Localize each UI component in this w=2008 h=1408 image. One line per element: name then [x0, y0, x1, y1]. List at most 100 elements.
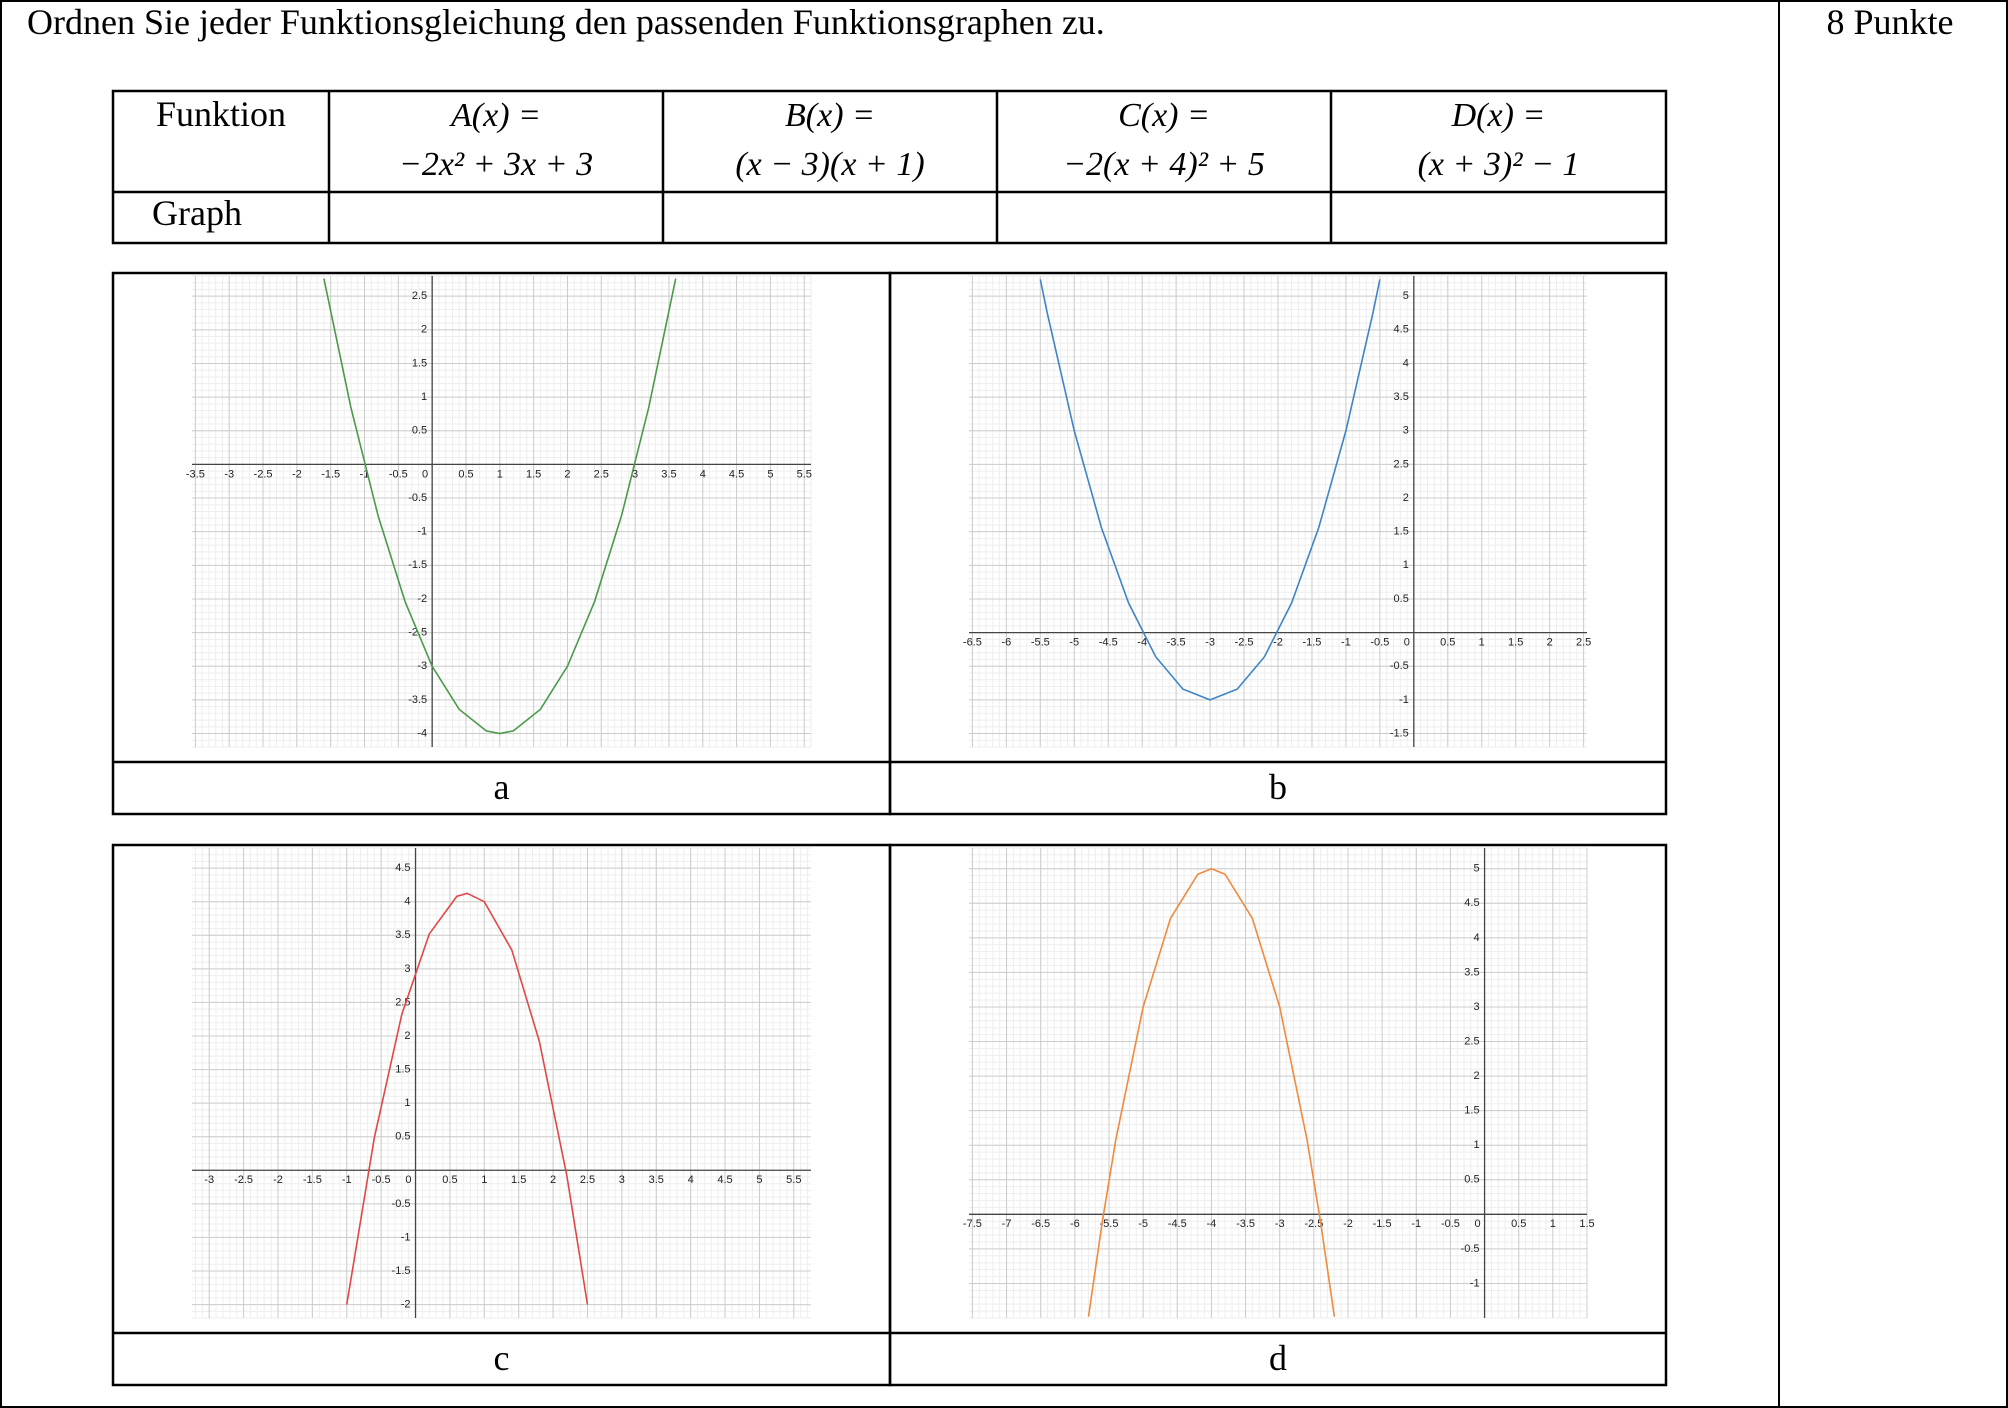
y-tick-label: -4 [417, 727, 427, 739]
x-tick-label: 1 [497, 468, 503, 480]
x-tick-label: 3 [619, 1174, 625, 1186]
y-tick-label: -0.5 [392, 1198, 411, 1210]
x-tick-label: -5.5 [1031, 637, 1050, 649]
x-tick-label: 3 [632, 468, 638, 480]
function-expression: (x + 3)² − 1 [1418, 146, 1580, 183]
x-tick-label: -0.5 [1441, 1218, 1460, 1230]
y-tick-label: 2 [421, 324, 427, 336]
row-header: Funktion [156, 94, 286, 134]
x-tick-label: 5 [756, 1174, 762, 1186]
x-tick-label: -2 [292, 468, 302, 480]
curve [1039, 279, 1381, 701]
x-tick-label: 0 [1404, 637, 1410, 649]
y-tick-label: 5 [1473, 863, 1479, 875]
y-tick-label: 1 [1473, 1139, 1479, 1151]
y-tick-label: 3.5 [1464, 966, 1479, 978]
x-tick-label: -3.5 [186, 468, 205, 480]
x-tick-label: -1 [360, 468, 370, 480]
x-tick-label: 1 [481, 1174, 487, 1186]
y-tick-label: 2.5 [395, 996, 410, 1008]
y-tick-label: 0.5 [412, 425, 427, 437]
y-tick-label: 1.5 [1394, 526, 1409, 538]
x-tick-label: -2.5 [1304, 1218, 1323, 1230]
x-tick-label: 1.5 [511, 1174, 526, 1186]
y-tick-label: 2 [1403, 492, 1409, 504]
x-tick-label: -6.5 [963, 637, 982, 649]
graph-cell [888, 271, 1668, 816]
x-tick-label: 4.5 [717, 1174, 732, 1186]
x-tick-label: -5 [1069, 637, 1079, 649]
x-tick-label: 2.5 [1576, 637, 1591, 649]
x-tick-label: 0 [1474, 1218, 1480, 1230]
y-tick-label: 4 [1403, 357, 1409, 369]
y-tick-label: -2 [417, 593, 427, 605]
graph-label: c [494, 1338, 510, 1378]
x-tick-label: -1 [342, 1174, 352, 1186]
x-tick-label: 2 [550, 1174, 556, 1186]
x-tick-label: -2.5 [254, 468, 273, 480]
x-tick-label: 4.5 [729, 468, 744, 480]
graph-label: b [1269, 767, 1287, 807]
x-tick-label: 0.5 [458, 468, 473, 480]
y-tick-label: 2 [404, 1030, 410, 1042]
x-tick-label: 5.5 [797, 468, 812, 480]
row-header: Graph [152, 193, 242, 233]
y-tick-label: -1.5 [392, 1265, 411, 1277]
y-tick-label: -1 [417, 526, 427, 538]
x-tick-label: 4 [700, 468, 706, 480]
x-tick-label: -4 [1137, 637, 1147, 649]
x-tick-label: -1.5 [1373, 1218, 1392, 1230]
plot: -3 -2.5 -2 -1.5 -1 -0.5 0 0.5 1 1.5 2 2.5 3 3.5 4 4.5 5 5… [192, 847, 811, 1319]
y-tick-label: 1 [1403, 559, 1409, 571]
x-tick-label: -7 [1002, 1218, 1012, 1230]
x-tick-label: -1 [1411, 1218, 1421, 1230]
x-tick-label: -7.5 [963, 1218, 982, 1230]
y-tick-label: 2.5 [1464, 1035, 1479, 1047]
graph-label: d [1269, 1338, 1287, 1378]
curve [323, 278, 677, 735]
y-tick-label: 1.5 [395, 1063, 410, 1075]
x-tick-label: 4 [688, 1174, 694, 1186]
y-tick-label: -0.5 [1461, 1243, 1480, 1255]
x-tick-label: -3 [204, 1174, 214, 1186]
x-tick-label: -6.5 [1031, 1218, 1050, 1230]
x-tick-label: -2 [1273, 637, 1283, 649]
x-tick-label: -1.5 [303, 1174, 322, 1186]
x-tick-label: 3.5 [661, 468, 676, 480]
function-name: A(x) = [449, 97, 541, 134]
y-tick-label: 0.5 [1464, 1174, 1479, 1186]
x-tick-label: -0.5 [1370, 637, 1389, 649]
x-tick-label: 0.5 [442, 1174, 457, 1186]
x-tick-label: 2.5 [580, 1174, 595, 1186]
x-tick-label: -2 [1343, 1218, 1353, 1230]
function-name: D(x) = [1451, 97, 1546, 134]
x-tick-label: -1 [1341, 637, 1351, 649]
y-tick-label: 0.5 [395, 1131, 410, 1143]
x-tick-label: -5.5 [1100, 1218, 1119, 1230]
curve [1087, 867, 1336, 1317]
x-tick-label: -5 [1138, 1218, 1148, 1230]
plot: -7.5 -7 -6.5 -6 -5.5 -5 -4.5 -4 -3.5 -3 -2.5 -2 -1.5… [963, 847, 1595, 1319]
instruction: Ordnen Sie jeder Funktionsgleichung den … [27, 2, 1105, 42]
x-tick-label: -3 [1205, 637, 1215, 649]
x-tick-label: 1.5 [526, 468, 541, 480]
function-expression: (x − 3)(x + 1) [735, 146, 924, 183]
y-tick-label: 4.5 [1394, 324, 1409, 336]
y-tick-label: 4 [1473, 932, 1479, 944]
plot: -6.5 -6 -5.5 -5 -4.5 -4 -3.5 -3 -2.5 -2 -1.5 -1 -0.5… [963, 275, 1591, 748]
x-tick-label: -0.5 [372, 1174, 391, 1186]
function-name: B(x) = [785, 97, 875, 134]
y-tick-label: -1 [1470, 1277, 1480, 1289]
x-tick-label: -3 [224, 468, 234, 480]
x-tick-label: 0 [422, 468, 428, 480]
x-tick-label: -1.5 [1302, 637, 1321, 649]
y-tick-label: 3 [1473, 1001, 1479, 1013]
x-tick-label: 0.5 [1440, 637, 1455, 649]
plot: -3.5 -3 -2.5 -2 -1.5 -1 -0.5 0 0.5 1 1.5 2 2.5 3 3.5 4 4… [186, 275, 812, 748]
x-tick-label: 2 [1547, 637, 1553, 649]
x-tick-label: 0 [405, 1174, 411, 1186]
x-tick-label: -1.5 [321, 468, 340, 480]
function-expression: −2(x + 4)² + 5 [1063, 146, 1265, 183]
x-tick-label: -3 [1275, 1218, 1285, 1230]
y-tick-label: 1.5 [412, 357, 427, 369]
